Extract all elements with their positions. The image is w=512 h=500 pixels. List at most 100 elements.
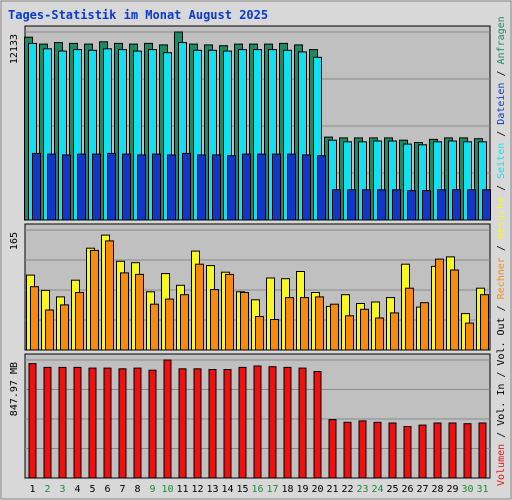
bar-rechner-day-17 xyxy=(270,319,279,351)
day-label-30: 30 xyxy=(461,484,473,495)
bar-volumen-day-8 xyxy=(133,367,142,479)
bar-seiten-day-27 xyxy=(422,190,431,221)
bar-rechner-day-28 xyxy=(435,258,444,351)
bar-rechner-day-2 xyxy=(45,309,54,351)
legend-part-4: Vol. Out xyxy=(496,317,507,365)
bar-rechner-day-31 xyxy=(480,294,489,351)
bar-volumen-day-14 xyxy=(223,369,232,479)
day-label-8: 8 xyxy=(134,484,140,495)
bar-rechner-day-15 xyxy=(240,292,249,351)
day-label-1: 1 xyxy=(29,484,35,495)
bar-seiten-day-15 xyxy=(242,153,251,221)
bar-rechner-day-6 xyxy=(105,240,114,351)
bar-seiten-day-8 xyxy=(137,154,146,221)
bar-volumen-day-30 xyxy=(463,423,472,479)
day-label-6: 6 xyxy=(104,484,110,495)
bar-rechner-day-21 xyxy=(330,303,339,351)
series-seiten xyxy=(32,152,491,221)
series-volumen xyxy=(28,359,487,479)
bar-rechner-day-27 xyxy=(420,302,429,351)
bar-rechner-day-8 xyxy=(135,273,144,351)
bar-rechner-day-10 xyxy=(165,298,174,351)
bar-volumen-day-13 xyxy=(208,369,217,479)
day-label-9: 9 xyxy=(149,484,155,495)
bar-volumen-day-15 xyxy=(238,366,247,479)
besuche-panel: 165 xyxy=(9,223,491,351)
panels: 12133 165 847.97 MB xyxy=(9,25,491,479)
bar-rechner-day-20 xyxy=(315,296,324,351)
bar-volumen-day-19 xyxy=(298,367,307,479)
bar-seiten-day-26 xyxy=(407,190,416,221)
anfragen-panel-y-label: 12133 xyxy=(9,34,20,64)
bar-volumen-day-22 xyxy=(343,421,352,479)
legend-part-1: / xyxy=(496,426,507,444)
legend-part-11: / xyxy=(496,125,507,143)
legend-part-3: / xyxy=(496,366,507,384)
bar-volumen-day-18 xyxy=(283,366,292,479)
bar-seiten-day-4 xyxy=(77,153,86,221)
bar-rechner-day-11 xyxy=(180,294,189,351)
bar-seiten-day-17 xyxy=(272,153,281,221)
bar-rechner-day-3 xyxy=(60,304,69,351)
legend-part-14: Anfragen xyxy=(496,16,507,64)
day-label-7: 7 xyxy=(119,484,125,495)
bar-volumen-day-26 xyxy=(403,426,412,479)
day-label-2: 2 xyxy=(44,484,50,495)
day-label-21: 21 xyxy=(326,484,338,495)
bar-volumen-day-28 xyxy=(433,422,442,479)
bar-volumen-day-25 xyxy=(388,422,397,479)
bar-seiten-day-24 xyxy=(377,189,386,221)
bar-rechner-day-18 xyxy=(285,297,294,351)
bar-seiten-day-7 xyxy=(122,153,131,221)
legend-part-8: Besuche xyxy=(496,197,507,239)
day-label-31: 31 xyxy=(476,484,488,495)
bar-volumen-day-12 xyxy=(193,368,202,479)
day-label-17: 17 xyxy=(266,484,278,495)
series-rechner xyxy=(30,240,489,351)
bar-volumen-day-1 xyxy=(28,363,37,479)
day-label-23: 23 xyxy=(356,484,368,495)
day-label-19: 19 xyxy=(296,484,308,495)
legend-part-2: Vol. In xyxy=(496,384,507,426)
bar-rechner-day-9 xyxy=(150,303,159,351)
bar-volumen-day-20 xyxy=(313,371,322,479)
bar-seiten-day-22 xyxy=(347,189,356,221)
legend-part-7: / xyxy=(496,239,507,257)
bar-seiten-day-28 xyxy=(437,189,446,221)
anfragen-panel: 12133 xyxy=(9,25,491,221)
bar-rechner-day-16 xyxy=(255,316,264,351)
bar-rechner-day-25 xyxy=(390,312,399,351)
bar-volumen-day-4 xyxy=(73,366,82,479)
bar-seiten-day-18 xyxy=(287,153,296,221)
bar-rechner-day-13 xyxy=(210,289,219,351)
bar-volumen-day-21 xyxy=(328,419,337,479)
day-label-4: 4 xyxy=(74,484,80,495)
bar-seiten-day-1 xyxy=(32,152,41,221)
day-label-28: 28 xyxy=(431,484,443,495)
day-label-11: 11 xyxy=(176,484,188,495)
bar-seiten-day-20 xyxy=(317,155,326,221)
bar-volumen-day-24 xyxy=(373,421,382,479)
bar-seiten-day-11 xyxy=(182,152,191,221)
day-label-14: 14 xyxy=(221,484,233,495)
day-label-3: 3 xyxy=(59,484,65,495)
bar-rechner-day-24 xyxy=(375,317,384,351)
bar-rechner-day-26 xyxy=(405,287,414,351)
day-labels: 1 2 3 4 5 6 7 8 9 10 11 12 13 14 15 16 17 18 19 20 21 22 23 24 2… xyxy=(29,484,488,495)
bar-seiten-day-14 xyxy=(227,155,236,221)
bar-volumen-day-5 xyxy=(88,367,97,479)
bar-volumen-day-11 xyxy=(178,368,187,479)
chart-title: Tages-Statistik im Monat August 2025 xyxy=(8,8,268,22)
bar-rechner-day-14 xyxy=(225,273,234,351)
legend-part-6: Rechner xyxy=(496,257,507,299)
bar-rechner-day-1 xyxy=(30,286,39,351)
bar-volumen-day-7 xyxy=(118,368,127,479)
legend-part-5: / xyxy=(496,299,507,317)
day-label-12: 12 xyxy=(191,484,203,495)
day-label-18: 18 xyxy=(281,484,293,495)
legend-part-9: / xyxy=(496,179,507,197)
besuche-panel-y-label: 165 xyxy=(9,232,20,250)
day-label-29: 29 xyxy=(446,484,458,495)
bar-rechner-day-23 xyxy=(360,308,369,351)
